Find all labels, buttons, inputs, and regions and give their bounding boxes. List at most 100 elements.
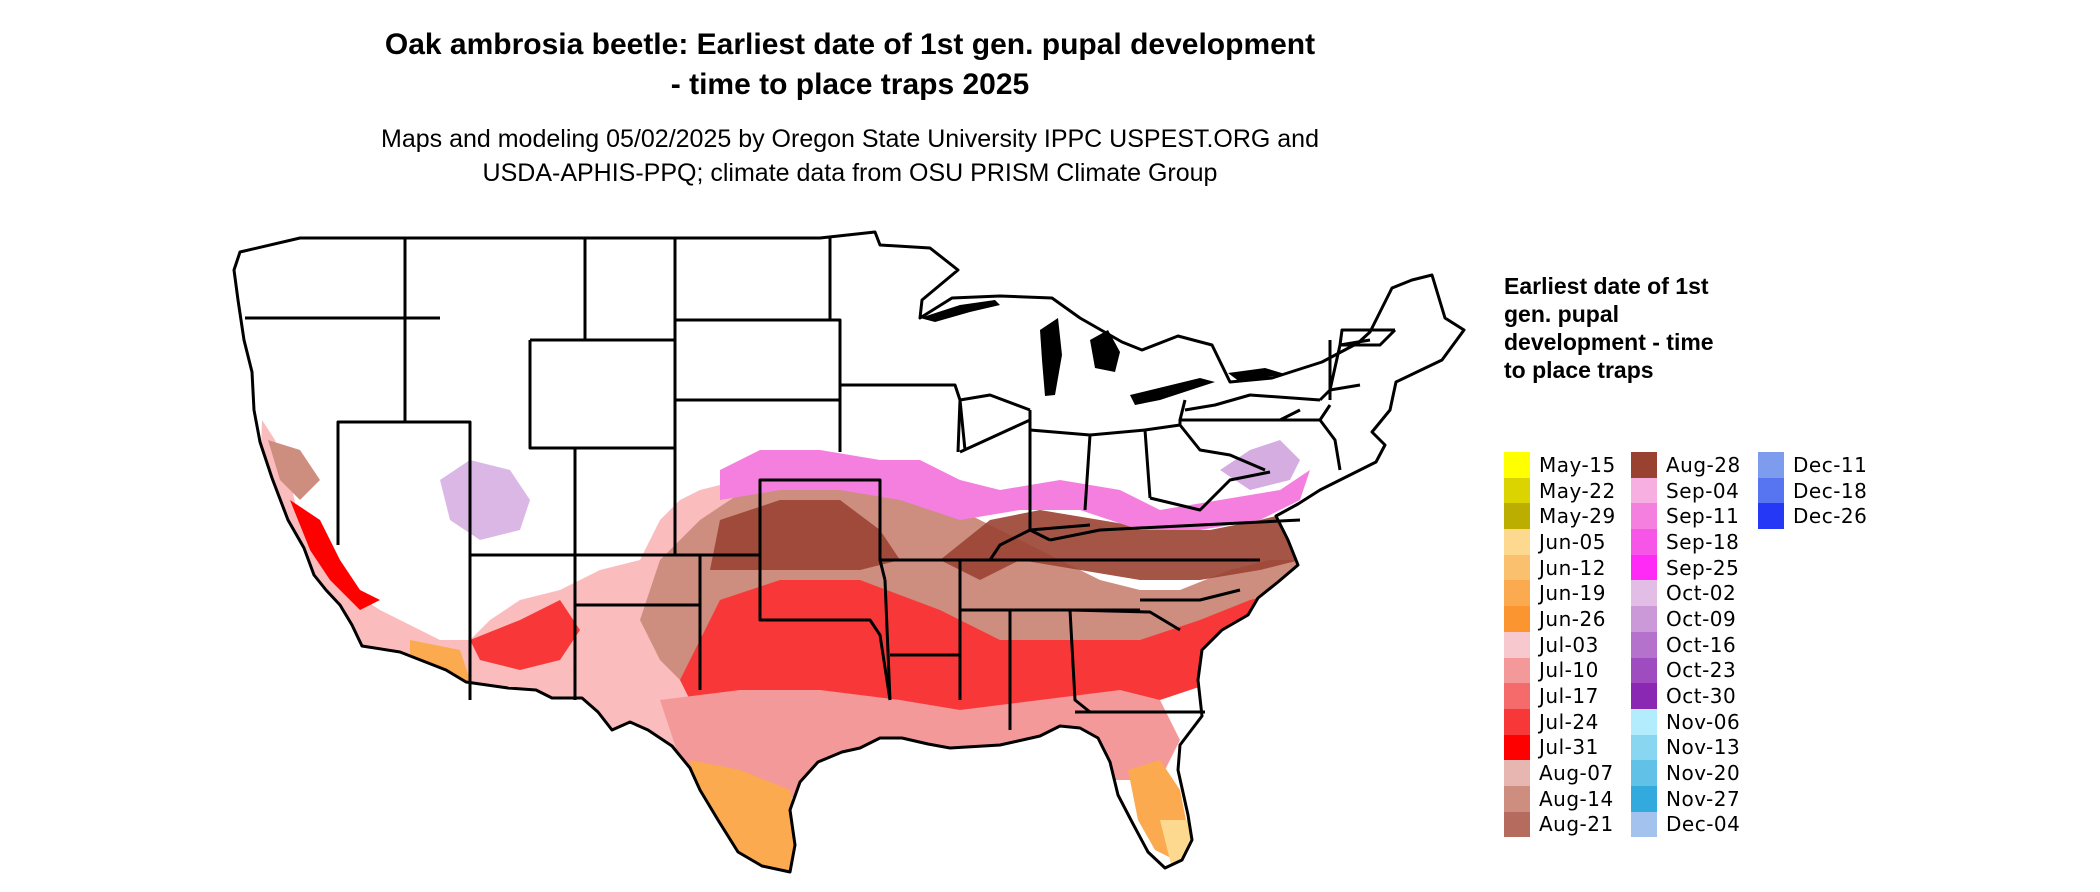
- legend-swatch: [1504, 631, 1530, 658]
- legend-swatch: [1631, 477, 1657, 504]
- legend-item: Dec-26: [1758, 503, 1868, 530]
- legend-item: Dec-04: [1631, 811, 1741, 838]
- map-title-line1: Oak ambrosia beetle: Earliest date of 1s…: [384, 28, 1316, 61]
- legend-label: Oct-16: [1666, 632, 1737, 657]
- legend-swatch: [1631, 657, 1657, 684]
- legend-label: Aug-07: [1539, 761, 1614, 786]
- legend-swatch: [1631, 683, 1657, 709]
- legend-swatch: [1504, 760, 1530, 786]
- legend-item: Oct-02: [1631, 580, 1741, 607]
- legend-item: Jun-12: [1504, 554, 1616, 581]
- legend-label: Oct-09: [1666, 606, 1737, 631]
- legend-label: Oct-30: [1666, 684, 1737, 709]
- legend-swatch: [1631, 529, 1657, 555]
- legend-item: Aug-07: [1504, 760, 1616, 786]
- legend-swatch: [1504, 580, 1530, 607]
- legend-item: Oct-09: [1631, 606, 1741, 632]
- legend-label: Jul-17: [1539, 684, 1599, 709]
- legend-label: Jul-24: [1539, 709, 1599, 734]
- great-lakes: [920, 300, 1285, 405]
- legend-swatch: [1504, 606, 1530, 632]
- legend-swatch: [1504, 477, 1530, 504]
- legend-item: Aug-21: [1504, 811, 1616, 838]
- legend-label: Nov-13: [1666, 735, 1741, 760]
- legend-label: May-15: [1539, 452, 1616, 477]
- legend-label: Aug-28: [1666, 452, 1741, 477]
- legend-item: Jun-05: [1504, 529, 1616, 555]
- legend-label: Sep-18: [1666, 529, 1740, 554]
- legend-item: Dec-18: [1758, 477, 1868, 504]
- legend-label: Aug-14: [1539, 786, 1614, 811]
- legend-swatch: [1504, 785, 1530, 812]
- legend-swatch: [1631, 606, 1657, 632]
- legend-swatch: [1631, 734, 1657, 761]
- legend-item: Jun-19: [1504, 580, 1616, 607]
- legend-item: Dec-11: [1758, 452, 1867, 478]
- legend-item: Oct-16: [1631, 631, 1741, 658]
- legend-label: Nov-27: [1666, 786, 1741, 811]
- legend-title: Earliest date of 1st gen. pupal developm…: [1504, 273, 1714, 383]
- legend-swatch: [1758, 477, 1784, 504]
- map-title-line2: - time to place traps 2025: [670, 68, 1030, 101]
- legend-item: Jul-17: [1504, 683, 1616, 709]
- legend-swatch: [1631, 452, 1657, 478]
- legend-item: Jul-03: [1504, 631, 1616, 658]
- legend-swatch: [1758, 452, 1784, 478]
- legend-item: Oct-23: [1631, 657, 1741, 684]
- legend-swatch: [1504, 554, 1530, 581]
- legend-label: Nov-20: [1666, 761, 1741, 786]
- legend-column-2: Aug-28 Sep-04 Sep-11 Sep-18 Sep-25 Oct-0…: [1631, 452, 1741, 838]
- legend-swatch: [1504, 657, 1530, 684]
- legend-item: Jun-26: [1504, 606, 1616, 632]
- legend-item: Nov-13: [1631, 734, 1741, 761]
- legend-label: Jul-31: [1539, 735, 1599, 760]
- legend-label: Dec-11: [1793, 452, 1868, 477]
- legend-swatch: [1758, 503, 1784, 530]
- legend-swatch: [1504, 708, 1530, 735]
- legend-item: Aug-14: [1504, 785, 1616, 812]
- legend-item: Aug-28: [1631, 452, 1741, 478]
- legend-item: Oct-30: [1631, 683, 1741, 709]
- map-subtitle-line2: USDA-APHIS-PPQ; climate data from OSU PR…: [482, 159, 1218, 187]
- legend-swatch: [1631, 580, 1657, 607]
- legend-item: May-22: [1504, 477, 1616, 504]
- legend-swatch: [1504, 683, 1530, 709]
- map-subtitle-line1: Maps and modeling 05/02/2025 by Oregon S…: [381, 125, 1319, 153]
- legend-swatch: [1504, 734, 1530, 761]
- legend-label: Jun-05: [1539, 529, 1606, 554]
- legend-swatch: [1504, 529, 1530, 555]
- legend-label: Nov-06: [1666, 709, 1741, 734]
- legend-item: May-29: [1504, 503, 1616, 530]
- legend-label: Jun-19: [1539, 581, 1606, 606]
- legend-label: Dec-04: [1666, 812, 1741, 837]
- legend-item: Sep-18: [1631, 529, 1741, 555]
- legend-label: Oct-23: [1666, 658, 1737, 683]
- legend-swatch: [1631, 554, 1657, 581]
- legend-item: Nov-06: [1631, 708, 1741, 735]
- legend-label: Jul-10: [1539, 658, 1599, 683]
- legend-label: Dec-26: [1793, 504, 1868, 529]
- legend-swatch: [1631, 811, 1657, 838]
- legend-label: Jun-26: [1539, 606, 1606, 631]
- legend-swatch: [1504, 503, 1530, 530]
- legend-swatch: [1504, 811, 1530, 838]
- legend-swatch: [1631, 785, 1657, 812]
- legend-swatch: [1631, 503, 1657, 530]
- legend-label: Jun-12: [1539, 555, 1606, 580]
- legend-swatch: [1631, 708, 1657, 735]
- state-boundaries: [245, 238, 1397, 730]
- legend-item: Jul-10: [1504, 657, 1616, 684]
- legend-item: Sep-11: [1631, 503, 1741, 530]
- legend-column-3: Dec-11 Dec-18 Dec-26: [1758, 452, 1868, 530]
- legend-item: Nov-20: [1631, 760, 1741, 786]
- legend-item: Jul-31: [1504, 734, 1616, 761]
- legend-label: Aug-21: [1539, 812, 1614, 837]
- legend-label: Dec-18: [1793, 478, 1868, 503]
- legend-label: Oct-02: [1666, 581, 1737, 606]
- legend-swatch: [1631, 631, 1657, 658]
- legend-item: Sep-04: [1631, 477, 1741, 504]
- phenology-raster: [260, 420, 1310, 872]
- legend-swatch: [1504, 452, 1530, 478]
- legend-label: May-29: [1539, 504, 1616, 529]
